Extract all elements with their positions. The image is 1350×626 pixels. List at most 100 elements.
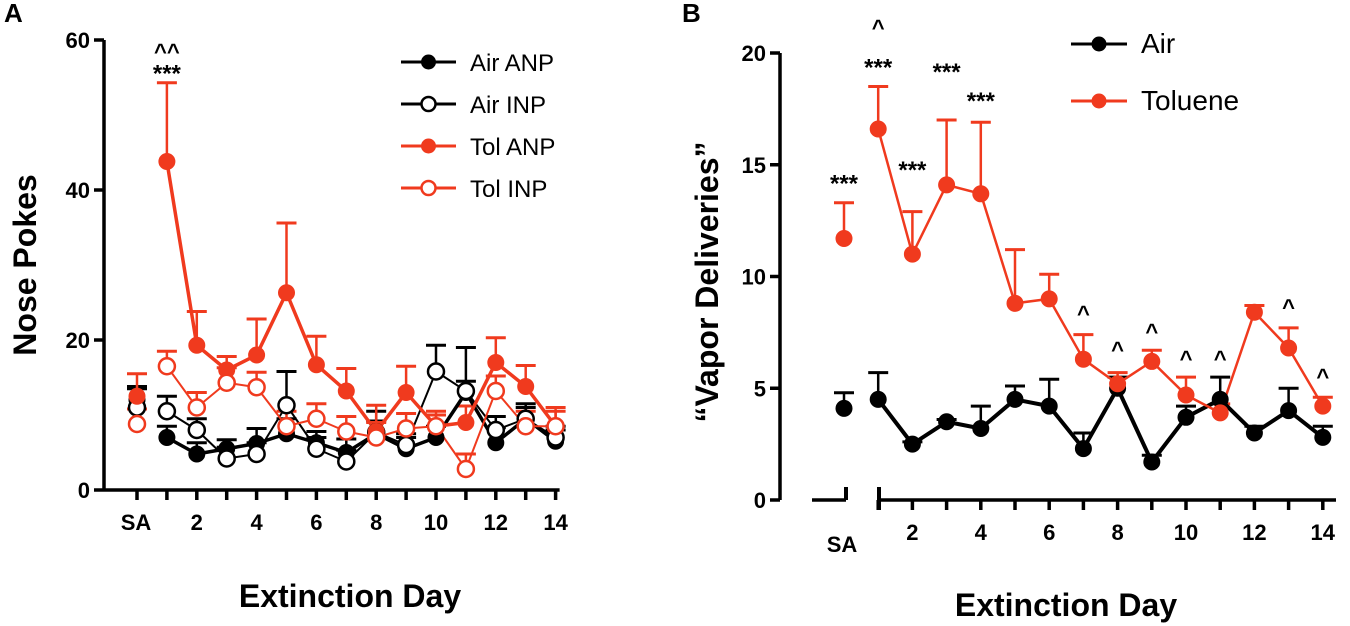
x-tick-label: 12 bbox=[484, 510, 508, 535]
x-tick-label: SA bbox=[827, 532, 858, 557]
panel-a-ylabel: Nose Pokes bbox=[7, 174, 43, 355]
data-point bbox=[456, 381, 476, 401]
legend-label: Air bbox=[1141, 28, 1175, 59]
y-tick-label: 60 bbox=[66, 28, 90, 53]
data-point bbox=[516, 417, 535, 436]
significance-mark: ^ bbox=[872, 15, 885, 40]
data-point bbox=[1006, 294, 1024, 312]
data-point bbox=[517, 378, 535, 395]
data-point bbox=[337, 382, 355, 400]
data-point bbox=[486, 381, 506, 401]
data-point bbox=[247, 378, 266, 397]
data-point bbox=[546, 417, 565, 436]
x-tick-label: 6 bbox=[1043, 520, 1055, 545]
data-point bbox=[972, 185, 990, 203]
legend-marker bbox=[1091, 93, 1107, 109]
data-point bbox=[426, 362, 446, 381]
data-point bbox=[1006, 390, 1024, 408]
data-point bbox=[486, 420, 506, 440]
data-point bbox=[247, 444, 266, 464]
y-tick-label: 40 bbox=[66, 178, 90, 203]
data-point bbox=[337, 422, 356, 441]
y-tick-label: 10 bbox=[742, 265, 766, 290]
series-line bbox=[876, 128, 1324, 415]
data-point bbox=[1074, 440, 1092, 458]
data-point bbox=[1143, 352, 1161, 370]
significance-mark: *** bbox=[864, 54, 893, 81]
x-tick-label: 2 bbox=[906, 520, 918, 545]
data-point bbox=[277, 417, 296, 436]
data-point bbox=[307, 409, 326, 428]
data-point bbox=[903, 435, 921, 453]
data-point bbox=[396, 419, 416, 438]
data-point bbox=[938, 176, 956, 194]
x-tick-label: 14 bbox=[1311, 520, 1336, 545]
significance-mark: *** bbox=[967, 88, 996, 115]
data-point bbox=[278, 284, 295, 302]
data-point bbox=[1177, 386, 1195, 404]
significance-mark: ^ bbox=[1180, 346, 1193, 371]
data-point bbox=[188, 336, 206, 354]
data-point bbox=[1211, 404, 1229, 422]
data-point bbox=[187, 398, 207, 417]
data-point bbox=[307, 356, 325, 374]
data-point bbox=[277, 396, 296, 415]
legend-label: Toluene bbox=[1141, 85, 1239, 116]
data-point bbox=[835, 230, 853, 248]
data-point bbox=[1177, 408, 1195, 426]
x-tick-label: 10 bbox=[1174, 520, 1198, 545]
data-point bbox=[366, 428, 386, 447]
data-point bbox=[1074, 350, 1092, 368]
data-point bbox=[1143, 453, 1161, 471]
data-point bbox=[158, 429, 176, 446]
y-tick-label: 20 bbox=[66, 328, 90, 353]
panel-b-letter: B bbox=[682, 0, 701, 28]
data-point bbox=[1314, 428, 1332, 446]
data-point bbox=[869, 390, 887, 408]
data-point bbox=[158, 153, 176, 170]
legend-marker bbox=[421, 54, 436, 70]
data-point bbox=[1280, 402, 1298, 420]
data-point bbox=[217, 449, 236, 468]
y-tick-label: 0 bbox=[754, 488, 766, 513]
significance-mark: *** bbox=[933, 59, 962, 86]
panel-b-xlabel: Extinction Day bbox=[955, 587, 1177, 623]
data-point bbox=[938, 413, 956, 431]
significance-mark: *** bbox=[898, 157, 927, 184]
y-tick-label: 0 bbox=[78, 478, 90, 503]
data-point bbox=[1109, 375, 1127, 393]
significance-mark: ^ bbox=[1214, 346, 1227, 371]
significance-mark: ^ bbox=[1077, 301, 1090, 326]
data-point bbox=[157, 357, 177, 376]
y-tick-label: 15 bbox=[742, 153, 766, 178]
legend-label: Tol INP bbox=[470, 176, 547, 203]
data-point bbox=[248, 346, 266, 364]
data-point bbox=[397, 384, 415, 401]
data-point bbox=[1314, 397, 1332, 415]
x-tick-label: 8 bbox=[370, 510, 382, 535]
data-point bbox=[188, 445, 206, 463]
significance-mark: ^ bbox=[1316, 364, 1329, 389]
data-point bbox=[903, 245, 921, 263]
data-point bbox=[972, 419, 990, 437]
x-tick-label: 14 bbox=[543, 510, 568, 535]
data-point bbox=[1040, 290, 1058, 308]
data-point bbox=[457, 414, 475, 431]
significance-mark: ^^ bbox=[154, 39, 180, 64]
significance-mark: ^ bbox=[1145, 319, 1158, 344]
data-point bbox=[127, 414, 147, 434]
data-point bbox=[337, 452, 356, 471]
significance-mark: *** bbox=[153, 60, 182, 87]
data-point bbox=[307, 439, 326, 458]
data-point bbox=[187, 420, 207, 440]
significance-mark: ^ bbox=[1111, 337, 1124, 362]
x-tick-label: 8 bbox=[1111, 520, 1123, 545]
data-point bbox=[835, 399, 853, 417]
data-point bbox=[456, 459, 476, 479]
data-point bbox=[1280, 339, 1298, 357]
legend-label: Air INP bbox=[470, 92, 546, 119]
y-tick-label: 20 bbox=[742, 41, 766, 66]
legend-label: Tol ANP bbox=[470, 134, 555, 161]
